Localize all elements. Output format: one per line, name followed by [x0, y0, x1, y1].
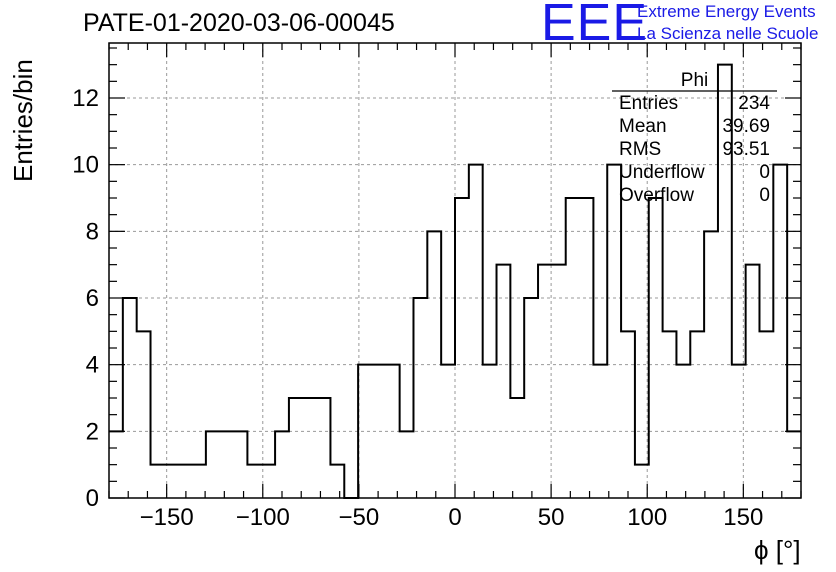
histogram-bin [441, 365, 455, 498]
histogram-bin [635, 465, 649, 498]
x-axis-label: ϕ [°] [754, 535, 801, 565]
histogram-bin [759, 331, 773, 498]
x-tick-label: 0 [448, 504, 461, 531]
histogram-bin [372, 365, 386, 498]
histogram-bin [580, 198, 594, 498]
x-tick-label: 150 [723, 504, 763, 531]
y-tick-label: 4 [86, 352, 99, 379]
histogram-bin [787, 431, 801, 498]
stats-label-overflow: Overflow [619, 185, 694, 206]
histogram-bin [358, 365, 372, 498]
histogram-bin [538, 265, 552, 498]
histogram-bin [690, 331, 704, 498]
histogram-bin [746, 265, 760, 498]
histogram-bin [317, 398, 331, 498]
histogram-bin [732, 365, 746, 498]
stats-value-underflow: 0 [759, 162, 770, 183]
histogram-bin [275, 431, 289, 498]
histogram-bin [289, 398, 303, 498]
histogram-bin [413, 298, 427, 498]
y-tick-label: 6 [86, 285, 99, 312]
stats-label-mean: Mean [619, 116, 667, 137]
histogram-bin [427, 231, 441, 498]
histogram-bin [593, 365, 607, 498]
histogram-bin [455, 198, 469, 498]
y-tick-label: 2 [86, 418, 99, 445]
stats-label-underflow: Underflow [619, 162, 705, 183]
histogram-bin [261, 465, 275, 498]
histogram-bin [704, 231, 718, 498]
stats-label-entries: Entries [619, 93, 679, 114]
histogram-bin [303, 398, 317, 498]
histogram-bin [524, 298, 538, 498]
y-tick-label: 10 [72, 152, 99, 179]
histogram-bin [330, 465, 344, 498]
histogram-bin [192, 465, 206, 498]
histogram-bin [123, 298, 137, 498]
tick-labels: −150 −100 −50 0 50 100 150 0 2 4 6 8 10 12 [72, 85, 763, 531]
histogram-bin [220, 431, 234, 498]
x-tick-label: 100 [627, 504, 667, 531]
x-tick-label: 50 [538, 504, 565, 531]
histogram-bin [607, 165, 621, 498]
histogram-bin [497, 265, 511, 498]
histogram-bin [206, 431, 220, 498]
y-tick-label: 8 [86, 218, 99, 245]
y-tick-label: 0 [86, 485, 99, 512]
histogram-bin [234, 431, 248, 498]
axis-ticks [108, 43, 802, 499]
eee-logo: EEE [541, 0, 649, 52]
histogram-bin [151, 465, 165, 498]
histogram-bin [386, 365, 400, 498]
histogram-bin [676, 365, 690, 498]
stats-value-overflow: 0 [759, 185, 770, 206]
stats-label-rms: RMS [619, 139, 662, 160]
histogram-bin [137, 331, 151, 498]
histogram-outline [109, 63, 801, 499]
histogram-bin [773, 165, 787, 498]
logo-text-line2: La Scienza nelle Scuole [637, 24, 819, 43]
histogram-bin [483, 365, 497, 498]
x-tick-label: −50 [339, 504, 380, 531]
x-tick-label: −150 [140, 504, 194, 531]
histogram-bin [649, 198, 663, 498]
histogram-bin [552, 265, 566, 498]
stats-box-title: Phi [680, 70, 709, 91]
histogram-bin [400, 431, 414, 498]
histogram-bin [469, 165, 483, 498]
histogram-bin [510, 398, 524, 498]
histogram [109, 63, 801, 499]
stats-value-entries: 234 [738, 93, 770, 114]
histogram-bin [164, 465, 178, 498]
x-tick-label: −100 [236, 504, 290, 531]
y-tick-label: 12 [72, 85, 99, 112]
chart-title: PATE-01-2020-03-06-00045 [83, 9, 395, 37]
histogram-bin [247, 465, 261, 498]
histogram-bin [178, 465, 192, 498]
stats-value-rms: 93.51 [722, 139, 770, 160]
y-axis-label: Entries/bin [8, 59, 38, 182]
stats-value-mean: 39.69 [722, 116, 770, 137]
histogram-bin [663, 331, 677, 498]
histogram-bin [109, 431, 123, 498]
logo-text-line1: Extreme Energy Events [637, 2, 816, 21]
histogram-bin [621, 331, 635, 498]
histogram-bin [566, 198, 580, 498]
